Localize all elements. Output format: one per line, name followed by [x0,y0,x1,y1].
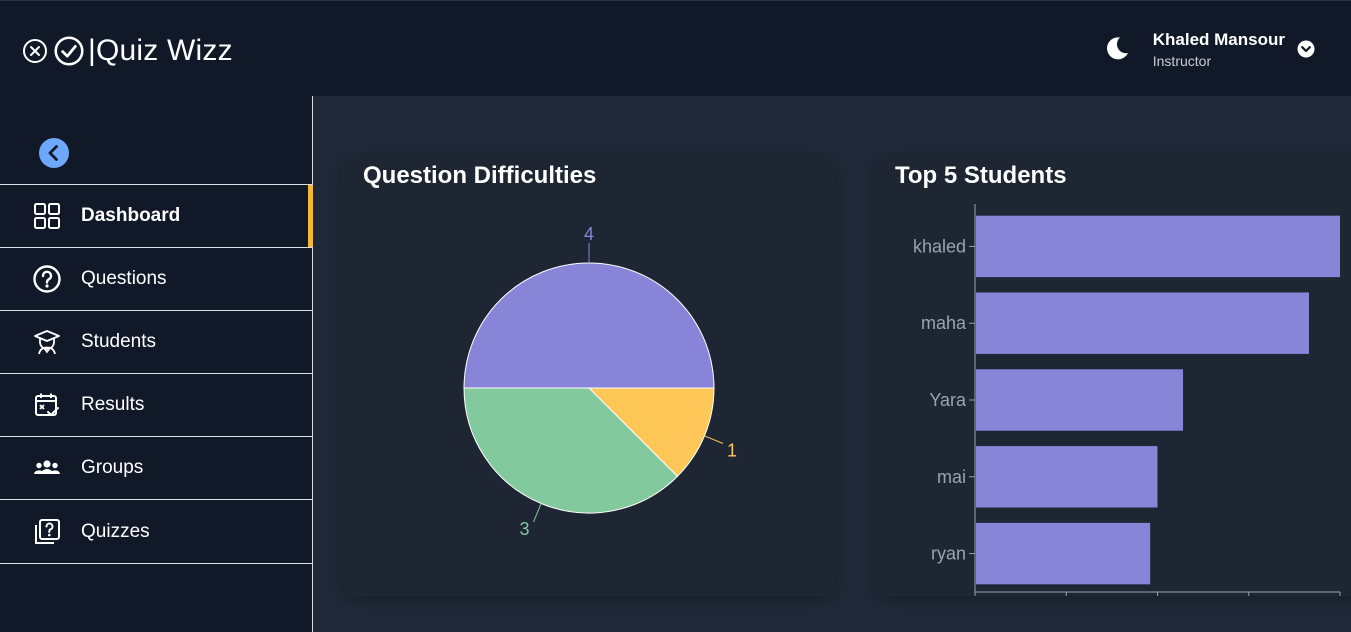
sidebar-item-label: Dashboard [81,205,181,226]
sidebar-nav: Dashboard Questions Students [0,184,313,564]
question-circle-icon [33,265,61,293]
main-content: Question Difficulties 4 1 3 Top 5 Students… [313,96,1351,632]
pie-label-line [704,435,724,444]
y-tick-label: ryan [931,544,966,564]
pie-label: 4 [584,224,594,244]
close-circle-icon [23,39,47,63]
calendar-check-icon [35,393,59,417]
sidebar-item-dashboard[interactable]: Dashboard [0,184,313,248]
sidebar: Dashboard Questions Students [0,96,313,632]
y-tick-label: mai [937,467,966,487]
user-menu[interactable]: Khaled Mansour Instructor [1153,29,1315,71]
bar[interactable] [976,369,1184,431]
check-circle-icon [54,36,84,66]
app-logo[interactable]: |Quiz Wizz [22,34,233,68]
sidebar-item-label: Students [81,331,156,352]
pie-chart: 4 1 3 [463,224,737,539]
sidebar-item-label: Questions [81,268,167,289]
y-tick-label: khaled [913,236,966,256]
y-tick-label: Yara [929,390,967,410]
y-tick-label: maha [921,313,967,333]
bar[interactable] [976,446,1158,508]
bar[interactable] [976,292,1309,354]
user-role: Instructor [1152,53,1212,69]
graduate-icon [34,330,60,355]
user-name: Khaled Mansour [1152,30,1285,49]
card-title: Top 5 Students [895,162,1067,189]
pie-slice[interactable] [463,387,679,514]
sidebar-item-groups[interactable]: Groups [0,436,313,499]
sidebar-item-quizzes[interactable]: Quizzes [0,499,313,564]
collapse-sidebar-button[interactable] [38,137,70,169]
users-icon [34,460,60,474]
sidebar-item-label: Results [81,394,145,415]
bar[interactable] [976,215,1340,278]
pie-slice[interactable] [587,387,715,478]
top-students-card: Top 5 Students khaledmahaYaramairyan0510… [875,156,1351,596]
moon-icon[interactable] [1104,35,1130,61]
sidebar-item-students[interactable]: Students [0,310,313,373]
pie-label-line [533,503,542,523]
sidebar-item-results[interactable]: Results [0,373,313,436]
sidebar-item-label: Groups [81,457,144,478]
bar-chart: khaledmahaYaramairyan05101520 [913,204,1341,596]
sidebar-item-label: Quizzes [81,520,150,542]
grid-icon [34,203,60,229]
question-difficulties-card: Question Difficulties 4 1 3 [343,156,835,596]
sidebar-item-questions[interactable]: Questions [0,247,313,310]
top-bar: |Quiz Wizz Khaled Mansour Instructor [0,0,1351,96]
pie-label: 1 [727,440,737,460]
app-title: |Quiz Wizz [88,34,233,67]
quiz-copy-icon [35,518,60,544]
pie-label: 3 [519,519,529,539]
bar[interactable] [976,522,1151,585]
card-title: Question Difficulties [363,162,597,189]
pie-slice[interactable] [463,262,715,389]
chevron-down-icon[interactable] [1297,40,1315,58]
